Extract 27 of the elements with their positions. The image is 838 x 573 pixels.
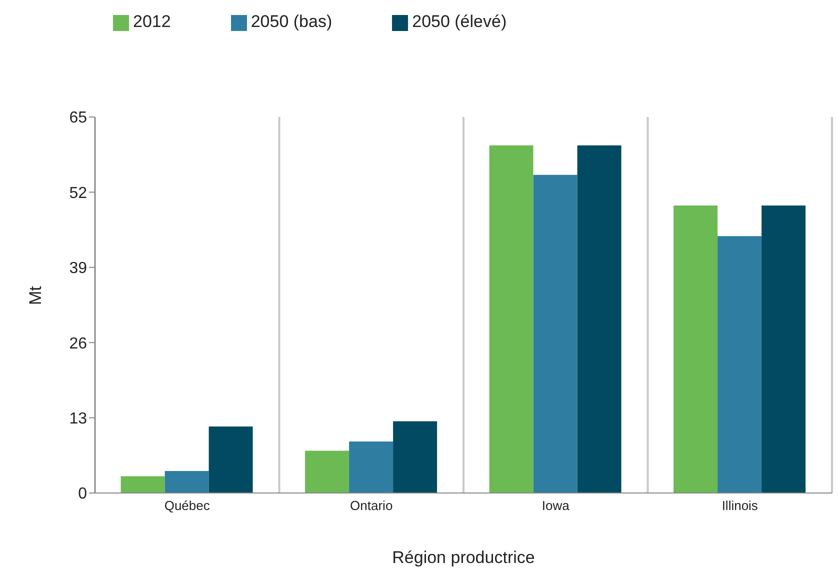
bar — [120, 476, 165, 493]
x-tick-label: Québec — [164, 498, 210, 514]
x-tick-label: Ontario — [350, 498, 393, 514]
legend-label: 2012 — [133, 12, 171, 31]
y-tick-label: 65 — [69, 110, 88, 127]
y-axis-title: Mt — [26, 286, 46, 305]
y-tick-label: 26 — [69, 335, 88, 352]
bar — [208, 426, 253, 493]
bar — [718, 236, 762, 493]
y-tick-label: 52 — [69, 184, 88, 202]
y-tick-label: 0 — [78, 486, 88, 503]
bar — [393, 421, 438, 493]
bar — [349, 442, 394, 493]
y-tick-label: 39 — [69, 260, 88, 278]
y-tick-label: 13 — [69, 410, 88, 428]
bar — [489, 145, 534, 493]
bar — [164, 471, 209, 493]
x-tick-label: Illinois — [722, 498, 758, 514]
bar — [762, 206, 806, 493]
legend-label: 2050 (bas) — [250, 12, 332, 31]
bar — [674, 206, 718, 493]
bar — [533, 174, 578, 493]
x-axis-title: Région productrice — [392, 548, 535, 567]
legend-label: 2050 (élevé) — [412, 12, 507, 31]
x-tick-label: Iowa — [542, 498, 570, 514]
bar — [577, 145, 622, 493]
bar — [305, 450, 350, 493]
